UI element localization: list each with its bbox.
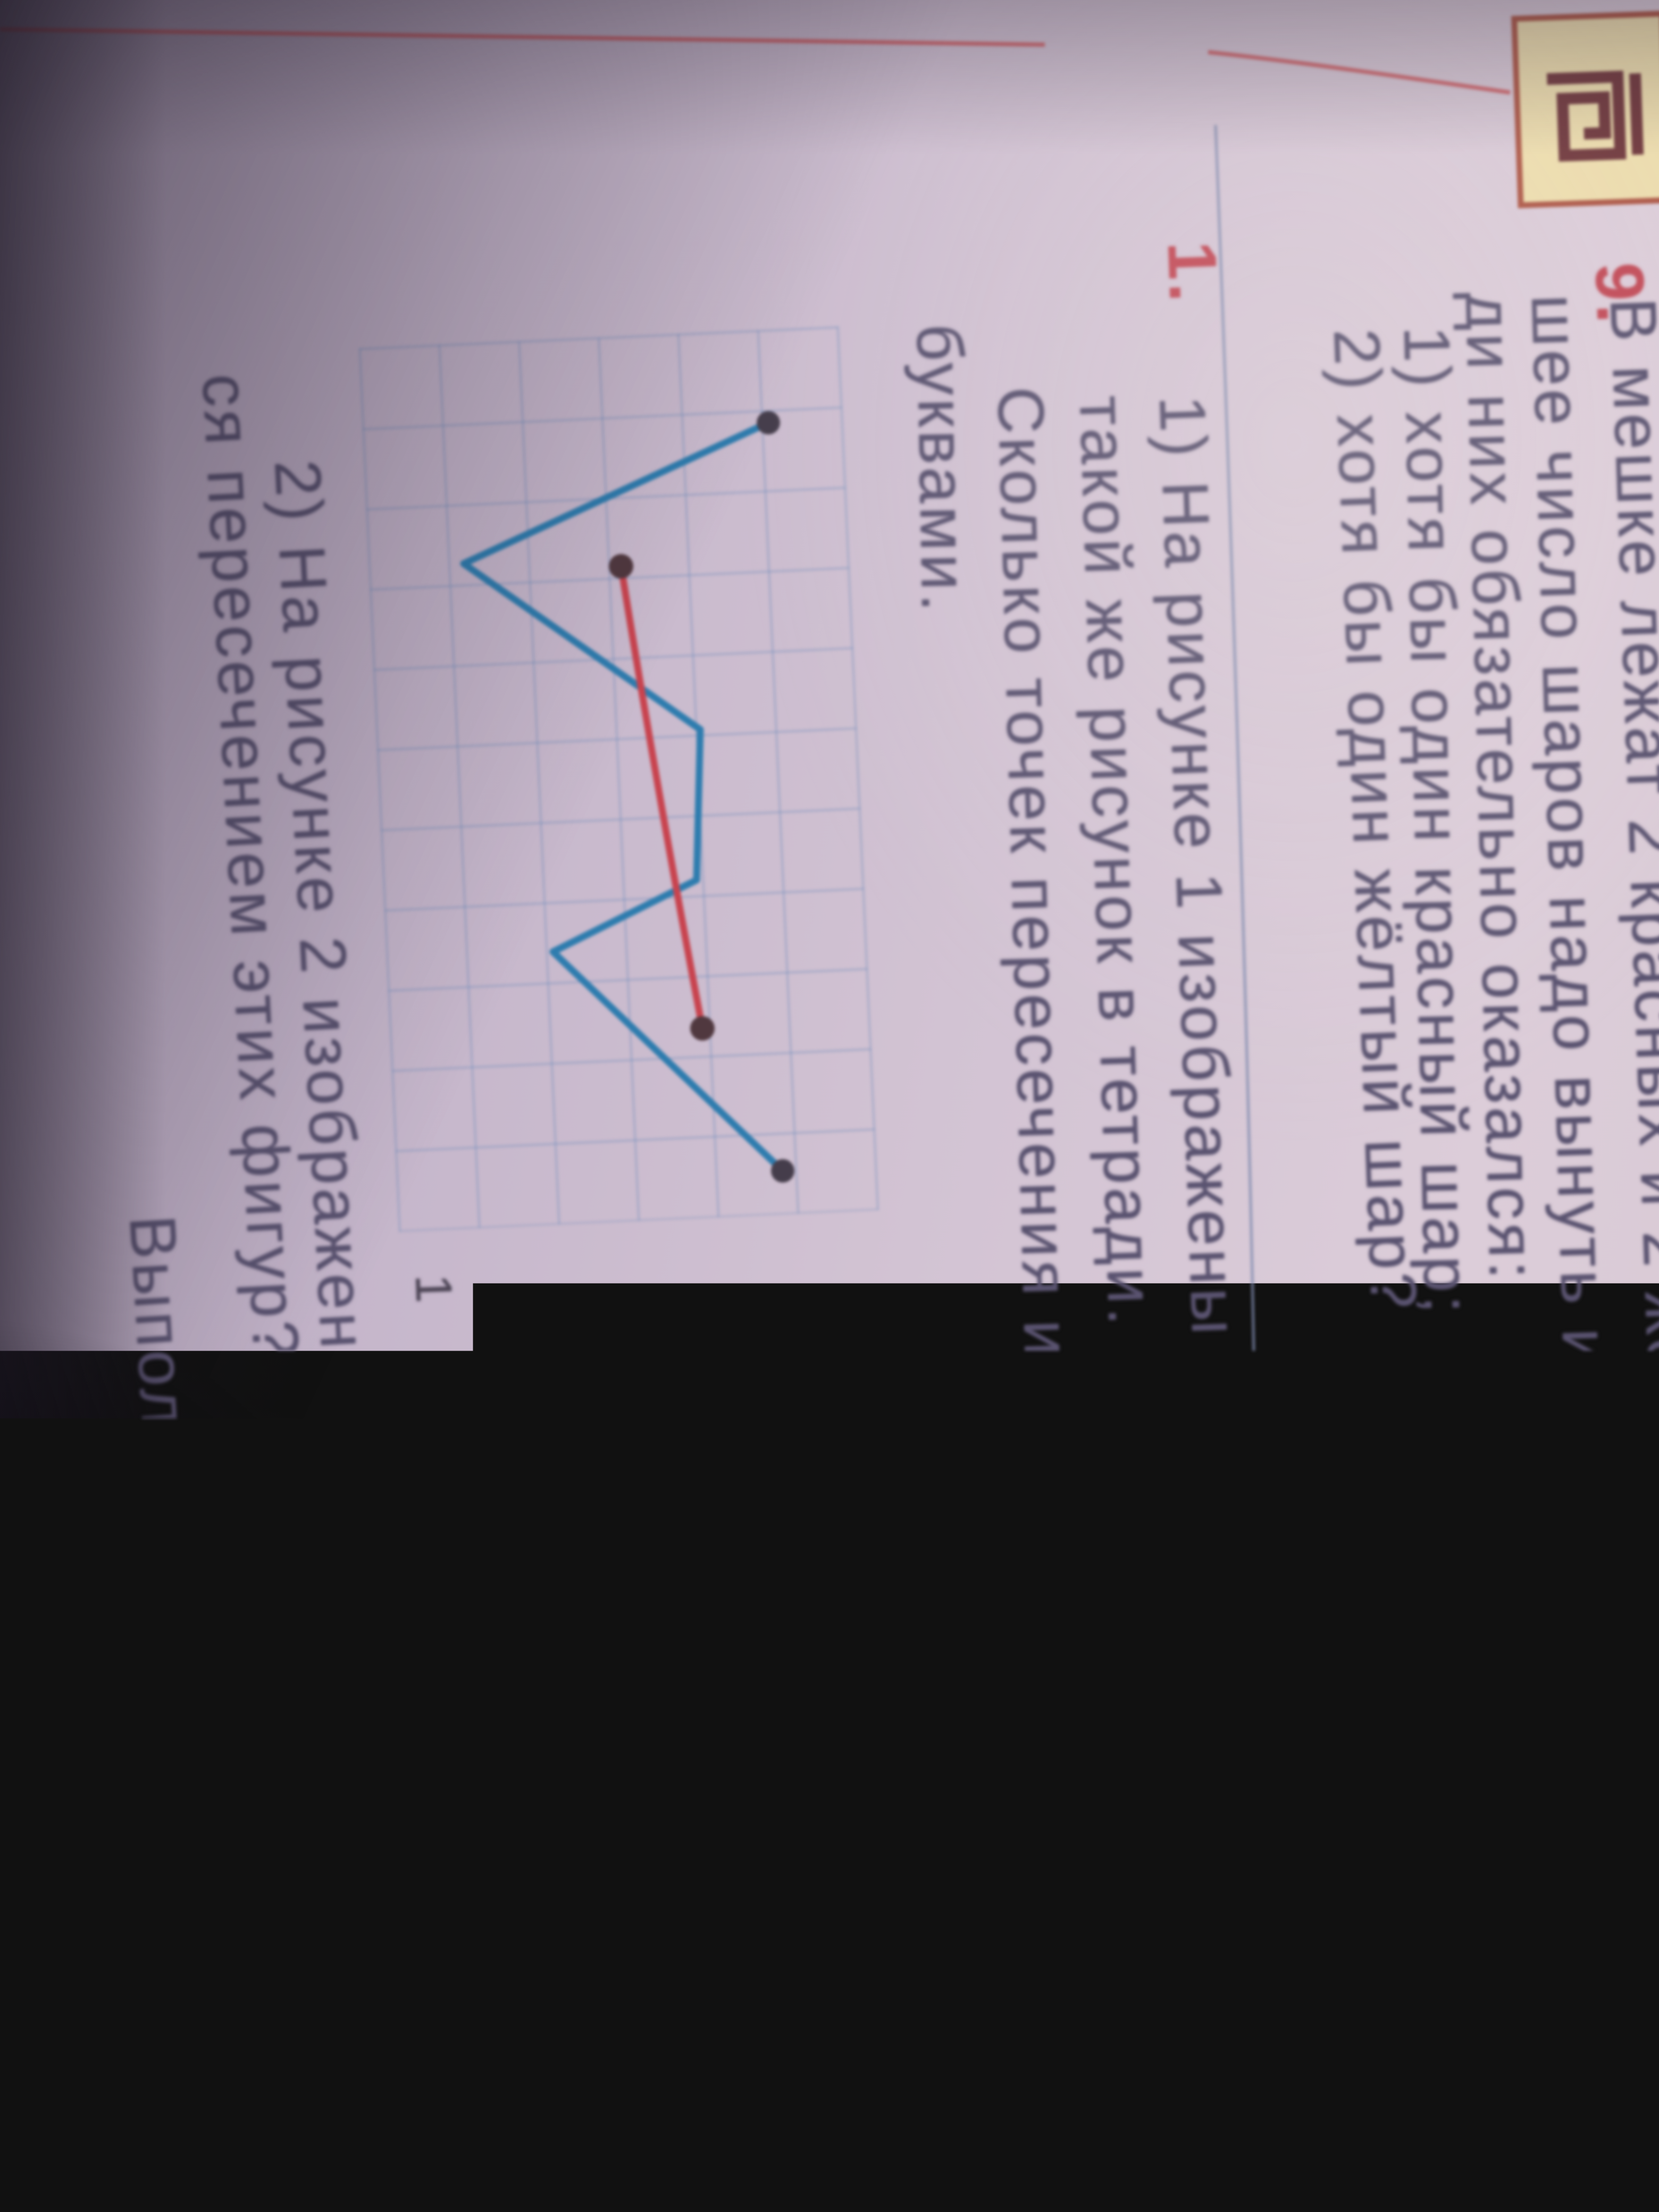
spiral-icon	[1517, 16, 1659, 202]
margin-task-number-6: 6.	[1401, 2131, 1457, 2185]
figure-lines-group	[464, 411, 794, 2167]
page-content: 9. В мешке лежат 2 красных и 2 жёлтых ша…	[0, 0, 1659, 2212]
task1-line-4: буквами.	[907, 323, 977, 615]
pear-icon	[1050, 0, 1225, 143]
pear-icon-box	[1043, 0, 1232, 150]
red-margin-line	[0, 29, 1045, 45]
task1-number: 1.	[1157, 240, 1227, 306]
textbook-page-photo: 9. В мешке лежат 2 красных и 2 жёлтых ша…	[0, 0, 1659, 2212]
red-margin-line-right	[1208, 52, 1510, 93]
red-edge-mark	[977, 2179, 1020, 2212]
spiral-icon-box	[1511, 11, 1659, 208]
figure1-label: 1	[407, 1273, 459, 1304]
